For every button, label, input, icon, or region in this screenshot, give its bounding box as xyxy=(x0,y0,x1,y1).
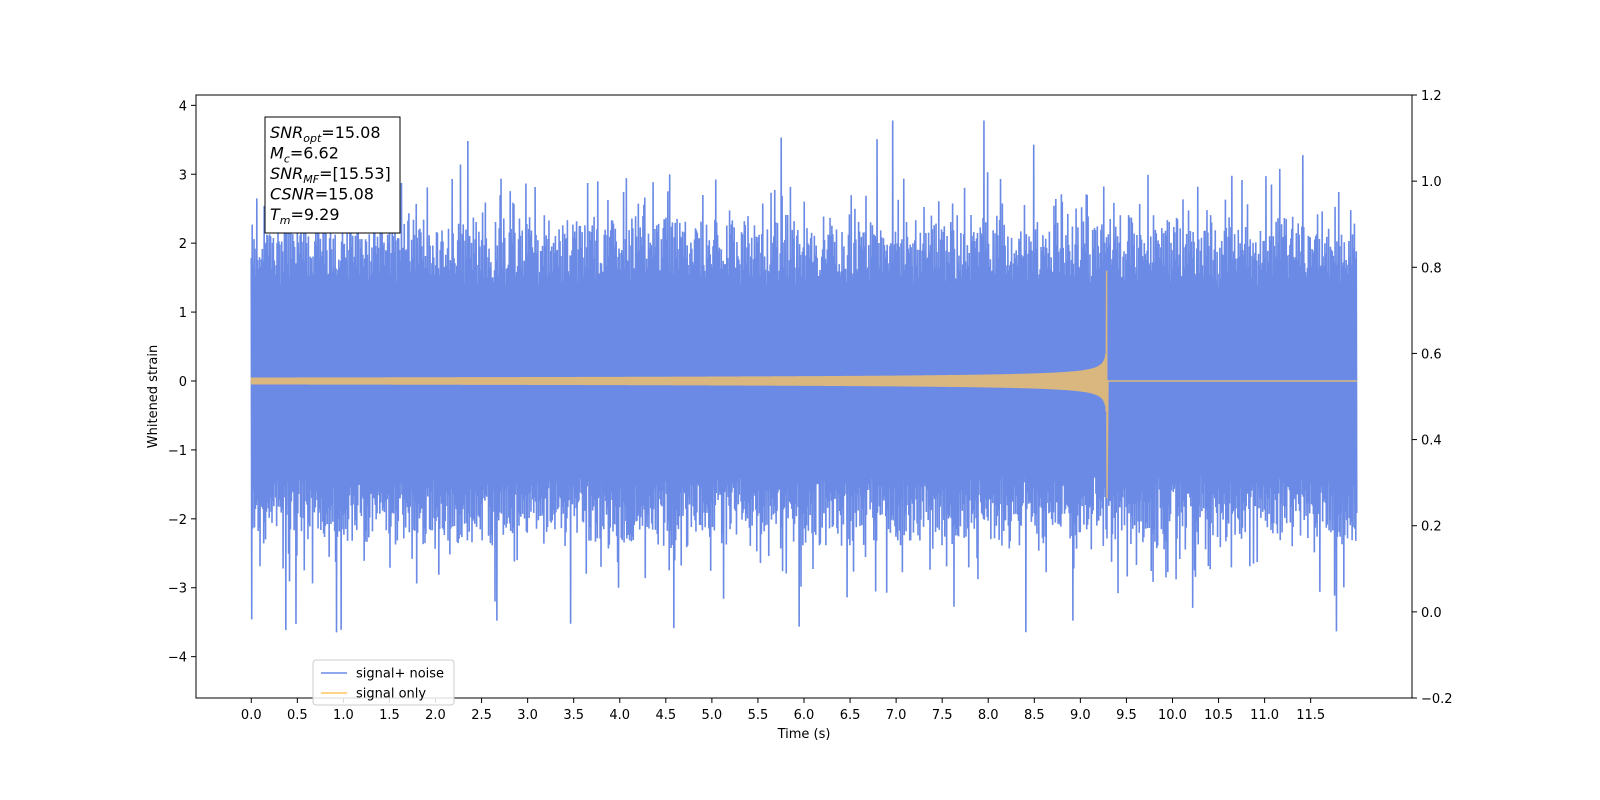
x-tick-label: 8.5 xyxy=(1024,708,1045,723)
x-tick-label: 7.5 xyxy=(932,708,953,723)
y-tick-label: 1 xyxy=(179,306,187,321)
x-tick-label: 0.0 xyxy=(241,708,262,723)
x-tick-label: 9.5 xyxy=(1116,708,1137,723)
y-tick-label: −1 xyxy=(168,444,187,459)
annotation-line: CSNR=15.08 xyxy=(270,185,374,204)
annotation-line: Mc=6.62 xyxy=(270,144,339,166)
y2-tick-label: 0.6 xyxy=(1421,347,1442,362)
stats-annotation-box: SNRopt=15.08Mc=6.62SNRMF=[15.53]CSNR=15.… xyxy=(264,116,401,234)
secondary-y-axis: −0.2 0.0 0.2 0.4 0.6 0.8 1.0 1.2 xyxy=(1412,89,1453,707)
y-tick-label: −4 xyxy=(168,651,187,666)
legend-label: signal+ noise xyxy=(356,667,444,682)
y2-tick-label: 0.8 xyxy=(1421,261,1442,276)
x-tick-label: 11.5 xyxy=(1296,708,1325,723)
y2-tick-label: −0.2 xyxy=(1421,692,1453,707)
plot-area xyxy=(250,120,1358,633)
x-tick-label: 5.0 xyxy=(702,708,723,723)
y-tick-label: 2 xyxy=(179,237,187,252)
y2-tick-label: 0.2 xyxy=(1421,520,1442,535)
y-tick-label: −3 xyxy=(168,582,187,597)
y2-tick-label: 0.4 xyxy=(1421,434,1442,449)
y-tick-label: 4 xyxy=(179,99,187,114)
y2-tick-label: 0.0 xyxy=(1421,606,1442,621)
x-tick-label: 5.5 xyxy=(748,708,769,723)
annotation-line: SNRopt=15.08 xyxy=(270,123,381,145)
x-tick-label: 6.5 xyxy=(840,708,861,723)
x-tick-label: 3.0 xyxy=(517,708,538,723)
x-axis-label: Time (s) xyxy=(777,727,831,742)
y2-tick-label: 1.2 xyxy=(1421,89,1442,104)
x-tick-label: 11.0 xyxy=(1250,708,1279,723)
legend-frame xyxy=(312,659,455,706)
legend-label: signal only xyxy=(356,687,426,702)
x-tick-label: 6.0 xyxy=(794,708,815,723)
y-axis: −4 −3 −2 −1 0 1 2 3 4 xyxy=(168,99,196,666)
annotation-line: SNRMF=[15.53] xyxy=(270,164,391,186)
series-signal-plus-noise-line xyxy=(250,120,1358,633)
y-axis-label: Whitened strain xyxy=(146,345,161,448)
x-tick-label: 8.0 xyxy=(978,708,999,723)
series-signal-only-line xyxy=(250,270,1357,499)
x-tick-label: 9.0 xyxy=(1070,708,1091,723)
y-tick-label: 3 xyxy=(179,168,187,183)
y-tick-label: 0 xyxy=(179,375,187,390)
x-tick-label: 10.0 xyxy=(1158,708,1187,723)
annotation-frame xyxy=(264,116,401,234)
x-tick-label: 4.0 xyxy=(609,708,630,723)
y2-tick-label: 1.0 xyxy=(1421,175,1442,190)
x-tick-label: 10.5 xyxy=(1204,708,1233,723)
x-tick-label: 2.5 xyxy=(471,708,492,723)
legend: signal+ noise signal only xyxy=(312,659,455,706)
x-tick-label: 1.5 xyxy=(379,708,400,723)
x-tick-label: 1.0 xyxy=(333,708,354,723)
x-tick-label: 2.0 xyxy=(425,708,446,723)
x-tick-label: 7.0 xyxy=(886,708,907,723)
y-tick-label: −2 xyxy=(168,513,187,528)
x-tick-label: 4.5 xyxy=(655,708,676,723)
annotation-line: Tm=9.29 xyxy=(270,205,340,227)
x-axis: 0.0 0.5 1.0 1.5 2.0 2.5 3.0 3.5 4.0 4.5 5.0 5.5 6.0 6… xyxy=(241,698,1325,723)
x-tick-label: 0.5 xyxy=(287,708,308,723)
x-tick-label: 3.5 xyxy=(563,708,584,723)
